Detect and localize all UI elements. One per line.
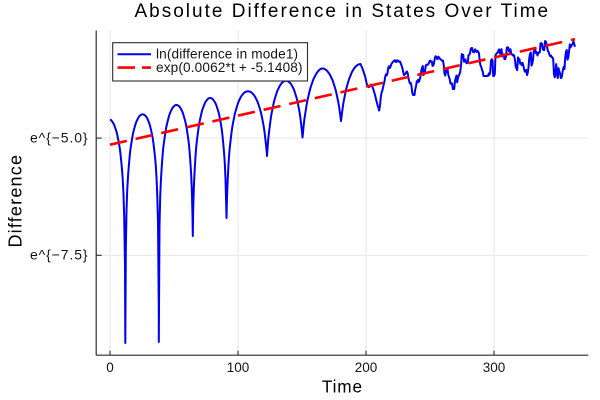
svg-text:100: 100 — [227, 360, 250, 375]
svg-text:Absolute Difference in States: Absolute Difference in States Over Time — [135, 1, 551, 22]
svg-text:0: 0 — [106, 360, 114, 375]
svg-text:Difference: Difference — [6, 154, 26, 248]
svg-text:e^{−5.0}: e^{−5.0} — [30, 130, 89, 146]
svg-text:ln(difference in mode1): ln(difference in mode1) — [156, 47, 298, 62]
svg-text:e^{−7.5}: e^{−7.5} — [30, 247, 89, 263]
svg-text:200: 200 — [355, 360, 378, 375]
svg-text:Time: Time — [322, 376, 363, 396]
svg-text:exp(0.0062*t + -5.1408): exp(0.0062*t + -5.1408) — [156, 60, 303, 75]
svg-text:300: 300 — [483, 360, 506, 375]
